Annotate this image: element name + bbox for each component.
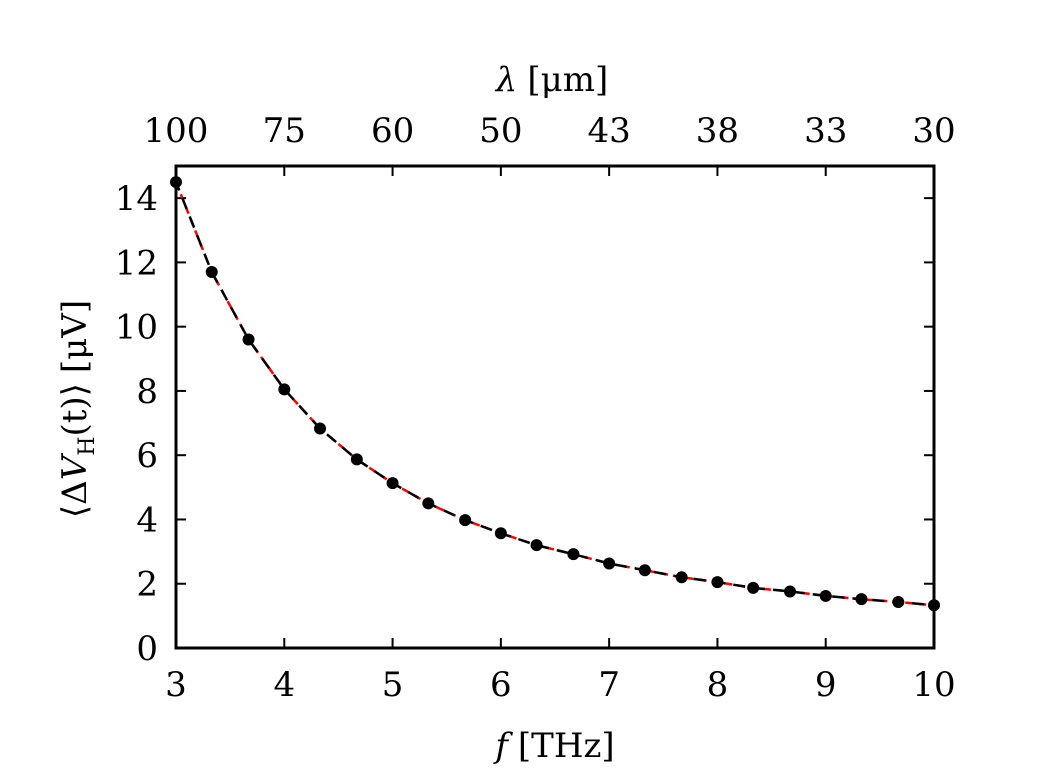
data-point <box>638 564 651 577</box>
data-point <box>783 585 796 598</box>
data-point <box>675 571 688 584</box>
data-point <box>242 333 255 346</box>
y-axis-title: ⟨ΔVH(t)⟩[μV] <box>55 300 100 518</box>
y-tick-label: 14 <box>115 179 158 219</box>
data-point <box>422 497 435 510</box>
y-tick-label: 8 <box>136 372 158 412</box>
top-tick-label: 60 <box>371 111 414 151</box>
lines-layer <box>174 181 935 607</box>
top-tick-label: 38 <box>696 111 739 151</box>
x-tick-label: 4 <box>273 665 295 705</box>
data-point <box>603 557 616 570</box>
top-tick-label: 100 <box>144 111 209 151</box>
data-point <box>530 539 543 552</box>
points-layer <box>170 176 940 612</box>
x-tick-label: 9 <box>815 665 837 705</box>
y-tick-label: 0 <box>136 629 158 669</box>
y-tick-label: 12 <box>115 243 158 283</box>
top-tick-label: 43 <box>588 111 631 151</box>
labels-layer: 3 4 5 6 7 8 9 10 100 75 60 50 43 38 33 30 0 2 4 6 8 10 12 14 <box>115 111 956 705</box>
top-tick-label: 30 <box>912 111 955 151</box>
x-axis-title: f [THz] <box>492 726 614 766</box>
y-tick-label: 4 <box>136 500 158 540</box>
plot-frame <box>174 164 936 650</box>
x-tick-label: 6 <box>490 665 512 705</box>
x-tick-label: 10 <box>912 665 955 705</box>
data-point <box>278 383 291 396</box>
y-tick-label: 10 <box>115 308 158 348</box>
top-tick-label: 75 <box>263 111 306 151</box>
x-tick-label: 7 <box>598 665 620 705</box>
top-tick-label: 50 <box>479 111 522 151</box>
y-tick-label: 6 <box>136 436 158 476</box>
top-axis-title: λ [μm] <box>494 60 608 100</box>
x-tick-label: 8 <box>707 665 729 705</box>
data-point <box>567 548 580 561</box>
x-tick-label: 3 <box>165 665 187 705</box>
data-point <box>819 589 832 602</box>
data-point <box>892 596 905 609</box>
x-tick-label: 5 <box>382 665 404 705</box>
data-point <box>494 527 507 540</box>
data-point <box>459 514 472 527</box>
data-point <box>747 581 760 594</box>
data-point <box>314 422 327 435</box>
data-point <box>350 453 363 466</box>
fit-line <box>174 181 935 607</box>
data-point <box>711 576 724 589</box>
ticks-layer <box>175 166 935 649</box>
y-tick-label: 2 <box>136 565 158 605</box>
data-point <box>386 477 399 490</box>
data-point <box>855 593 868 606</box>
top-tick-label: 33 <box>804 111 847 151</box>
data-point <box>205 266 218 279</box>
